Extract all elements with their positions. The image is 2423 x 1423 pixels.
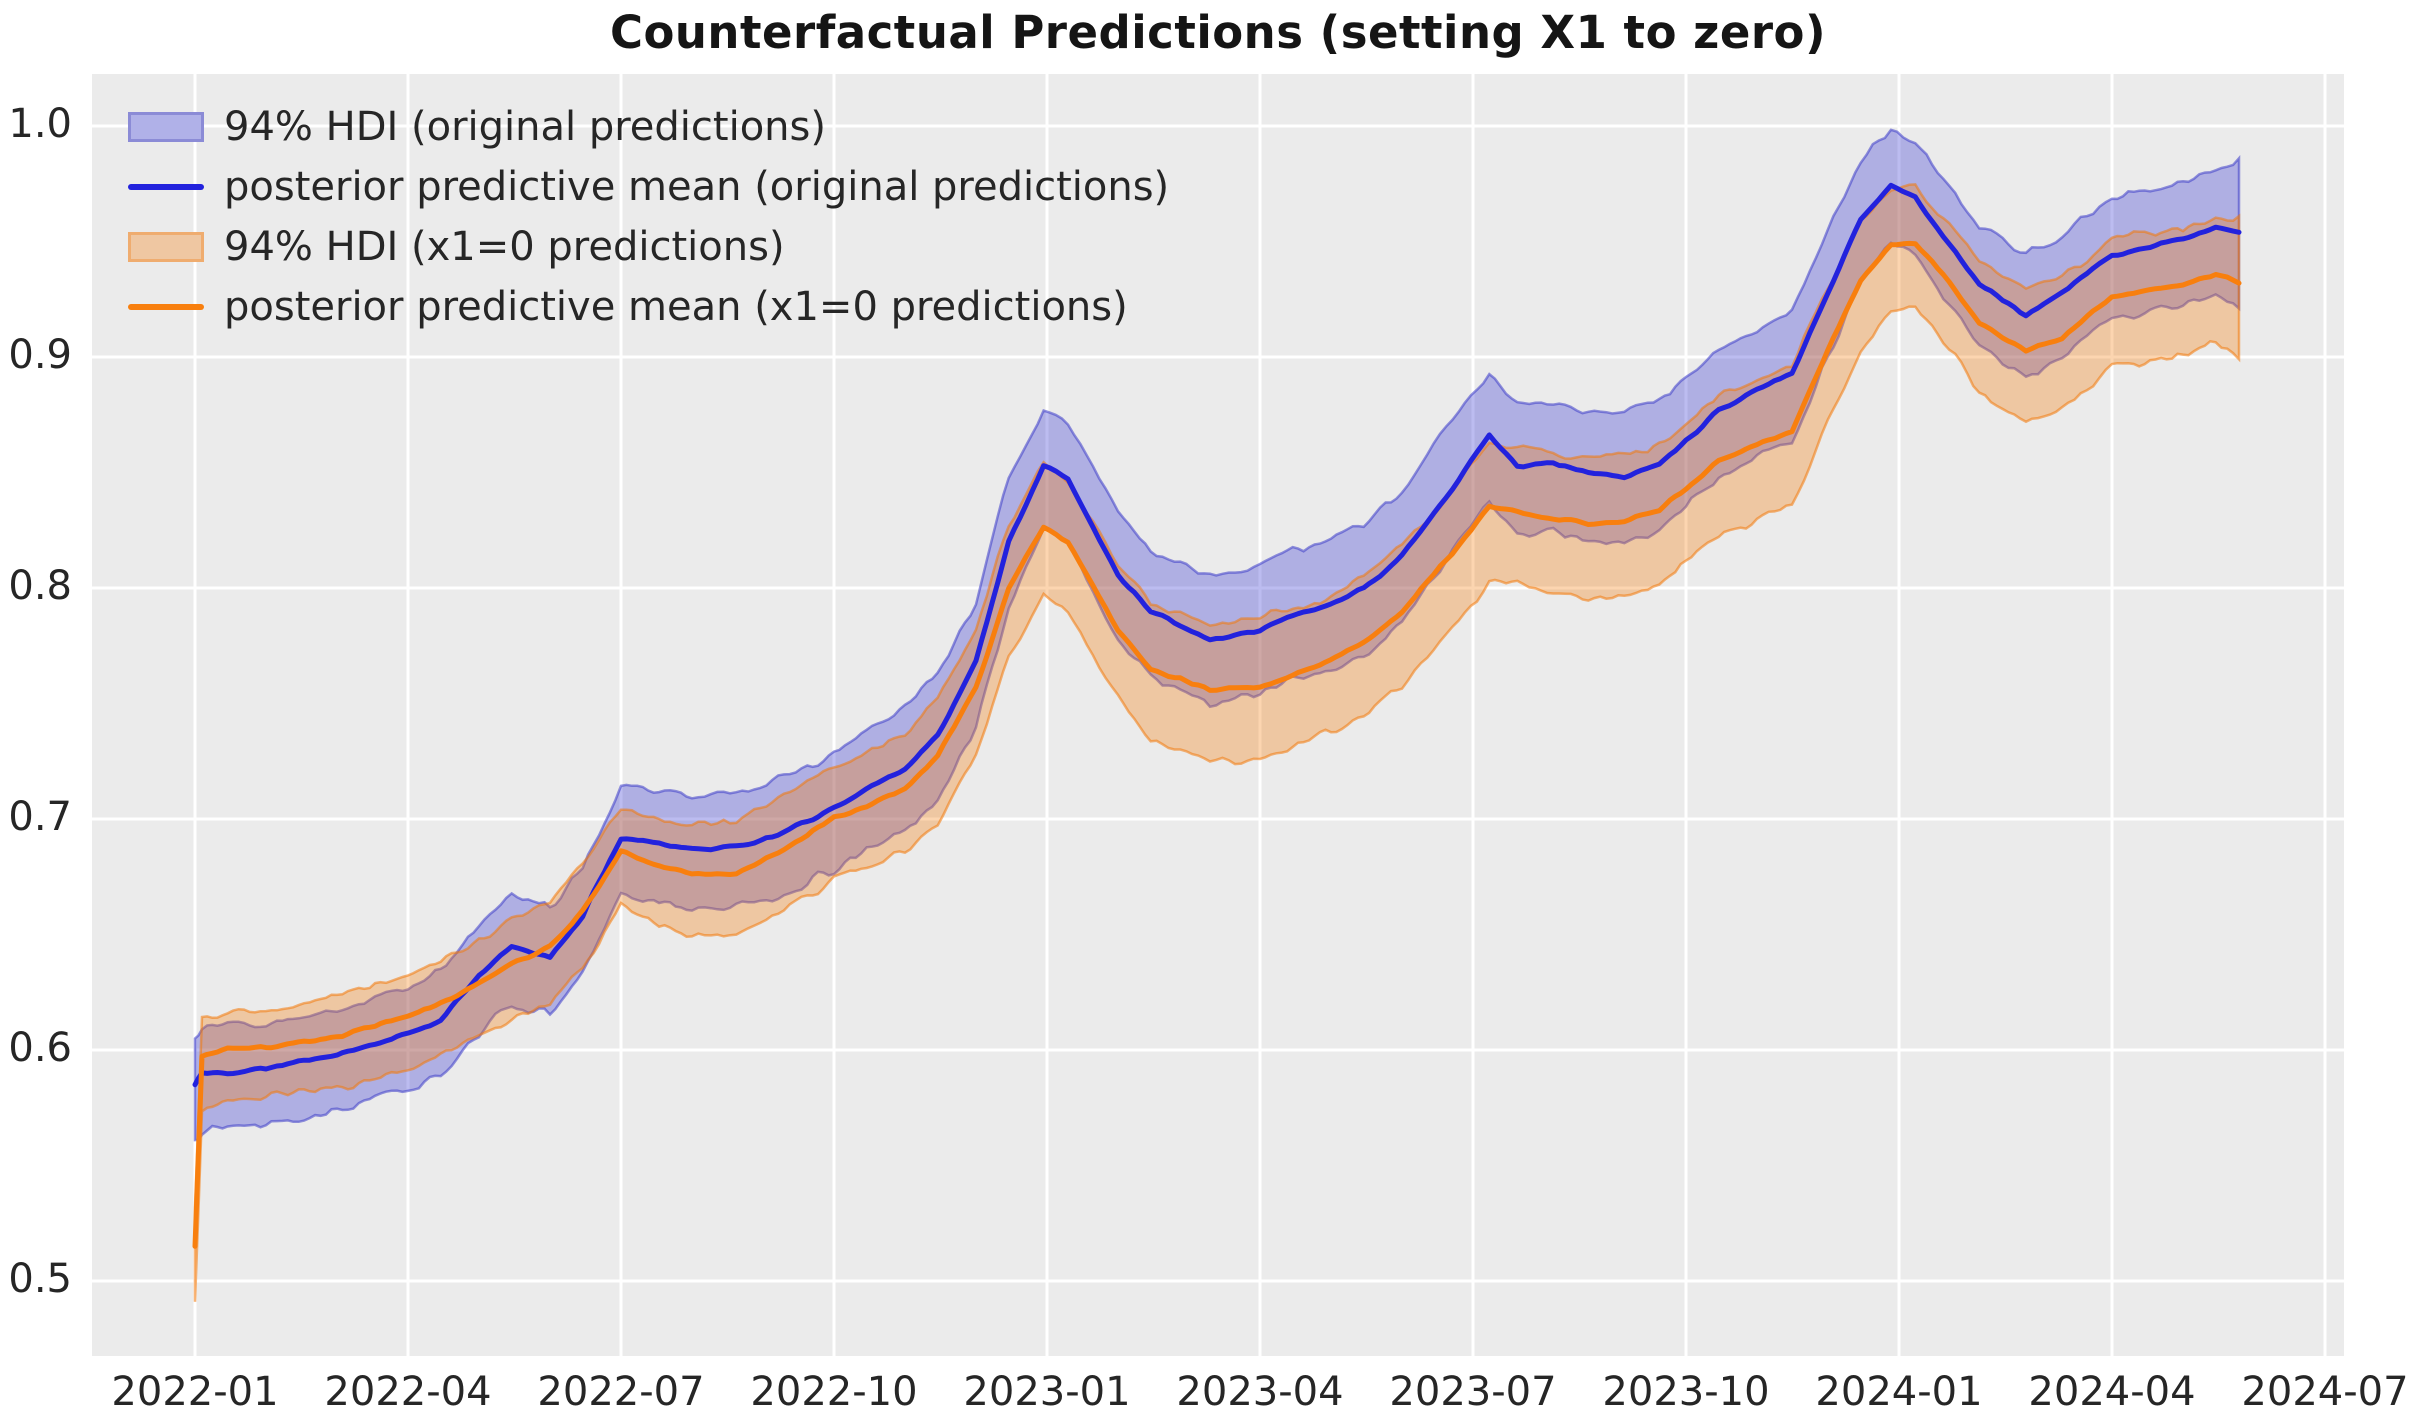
hdi-band-x1zero [193, 183, 2241, 1302]
x-tick-label: 2022-04 [324, 1369, 492, 1415]
y-tick-label: 1.0 [8, 101, 72, 147]
legend-label: posterior predictive mean (original pred… [224, 164, 1170, 210]
x-tick-label: 2024-07 [2241, 1369, 2409, 1415]
legend-label: 94% HDI (original predictions) [224, 104, 826, 150]
x-tick-label: 2023-10 [1602, 1369, 1770, 1415]
gridlines [92, 74, 2344, 1356]
data-layer [192, 128, 2242, 1302]
legend-item-hdi-x1zero: 94% HDI (x1=0 predictions) [128, 217, 1169, 277]
hdi-x1zero-patch-swatch [128, 232, 204, 262]
hdi-original-patch-swatch [128, 112, 204, 142]
x-tick-label: 2024-04 [2028, 1369, 2196, 1415]
mean-x1zero-line-swatch [128, 304, 204, 310]
mean-line-original [192, 182, 2242, 1088]
x-tick-label: 2022-01 [111, 1369, 279, 1415]
y-tick-label: 0.6 [8, 1025, 72, 1071]
x-tick-label: 2023-04 [1176, 1369, 1344, 1415]
x-tick-label: 2024-01 [1815, 1369, 1983, 1415]
y-tick-label: 0.9 [8, 332, 72, 378]
legend-label: 94% HDI (x1=0 predictions) [224, 224, 785, 270]
mean-line-x1zero [192, 240, 2242, 1249]
mean-original-line-swatch [128, 184, 204, 190]
legend: 94% HDI (original predictions) posterior… [128, 97, 1169, 337]
x-tick-label: 2023-01 [963, 1369, 1131, 1415]
plot-background [92, 74, 2344, 1356]
legend-item-hdi-original: 94% HDI (original predictions) [128, 97, 1169, 157]
legend-label: posterior predictive mean (x1=0 predicti… [224, 284, 1128, 330]
chart-title: Counterfactual Predictions (setting X1 t… [609, 6, 1827, 59]
x-tick-label: 2023-07 [1389, 1369, 1557, 1415]
y-tick-label: 0.7 [8, 794, 72, 840]
x-tick-label: 2022-07 [537, 1369, 705, 1415]
y-tick-label: 0.5 [8, 1256, 72, 1302]
legend-item-mean-original: posterior predictive mean (original pred… [128, 157, 1169, 217]
legend-item-mean-x1zero: posterior predictive mean (x1=0 predicti… [128, 277, 1169, 337]
y-tick-label: 0.8 [8, 563, 72, 609]
x-tick-label: 2022-10 [750, 1369, 918, 1415]
